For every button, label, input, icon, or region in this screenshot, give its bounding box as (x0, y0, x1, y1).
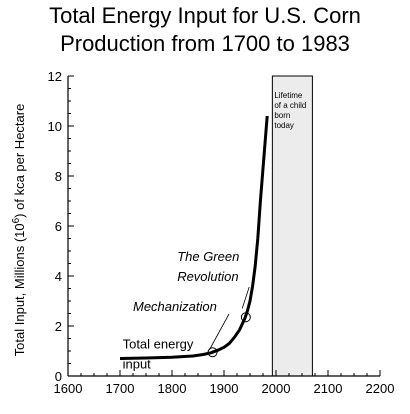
chart-title: Total Energy Input for U.S. Corn Product… (0, 2, 410, 58)
shaded-region-label: born (274, 111, 290, 120)
event-marker (207, 347, 218, 358)
y-axis-label-part-2: ) of kca per Hectare (12, 104, 27, 218)
y-tick-label: 6 (55, 219, 62, 234)
shaded-region-label: today (274, 121, 294, 130)
annotation: The Green Revolution (177, 249, 250, 309)
shaded-region-label: Lifetime (274, 91, 303, 100)
annotation-text: input (123, 357, 152, 372)
annotation-text: Mechanization (133, 299, 217, 314)
y-tick-label: 8 (55, 169, 62, 184)
annotation: Total energy input (123, 337, 194, 372)
y-tick-label: 12 (48, 69, 62, 84)
x-tick-label: 1800 (158, 381, 187, 396)
chart-title-line-2: Production from 1700 to 1983 (60, 31, 350, 56)
x-tick-label: 1700 (106, 381, 135, 396)
x-tick-label: 2100 (314, 381, 343, 396)
y-axis-label-part-1: Total Input, Millions (10 (12, 223, 27, 356)
annotation-text: Total energy (123, 337, 194, 352)
event-marker (240, 312, 251, 323)
x-tick-label: 1600 (54, 381, 83, 396)
annotation-text: The Green (177, 249, 239, 264)
y-tick-label: 0 (55, 369, 62, 384)
annotation-text: Revolution (177, 269, 238, 284)
annotation-leader-line (241, 286, 250, 309)
y-axis-label: Total Input, Millions (106) of kca per H… (11, 104, 27, 357)
chart-title-line-1: Total Energy Input for U.S. Corn (49, 3, 361, 28)
y-tick-label: 2 (55, 319, 62, 334)
x-tick-label: 1900 (210, 381, 239, 396)
annotation: Mechanization (133, 299, 230, 350)
series-line-total-energy (119, 115, 269, 360)
annotation-leader-line (209, 313, 230, 350)
y-tick-label: 4 (55, 269, 62, 284)
y-tick-label: 10 (48, 119, 62, 134)
x-tick-label: 2200 (366, 381, 395, 396)
y-axis-label-superscript: 6 (11, 217, 22, 223)
x-tick-label: 2000 (262, 381, 291, 396)
shaded-region-label: of a child (274, 101, 306, 110)
